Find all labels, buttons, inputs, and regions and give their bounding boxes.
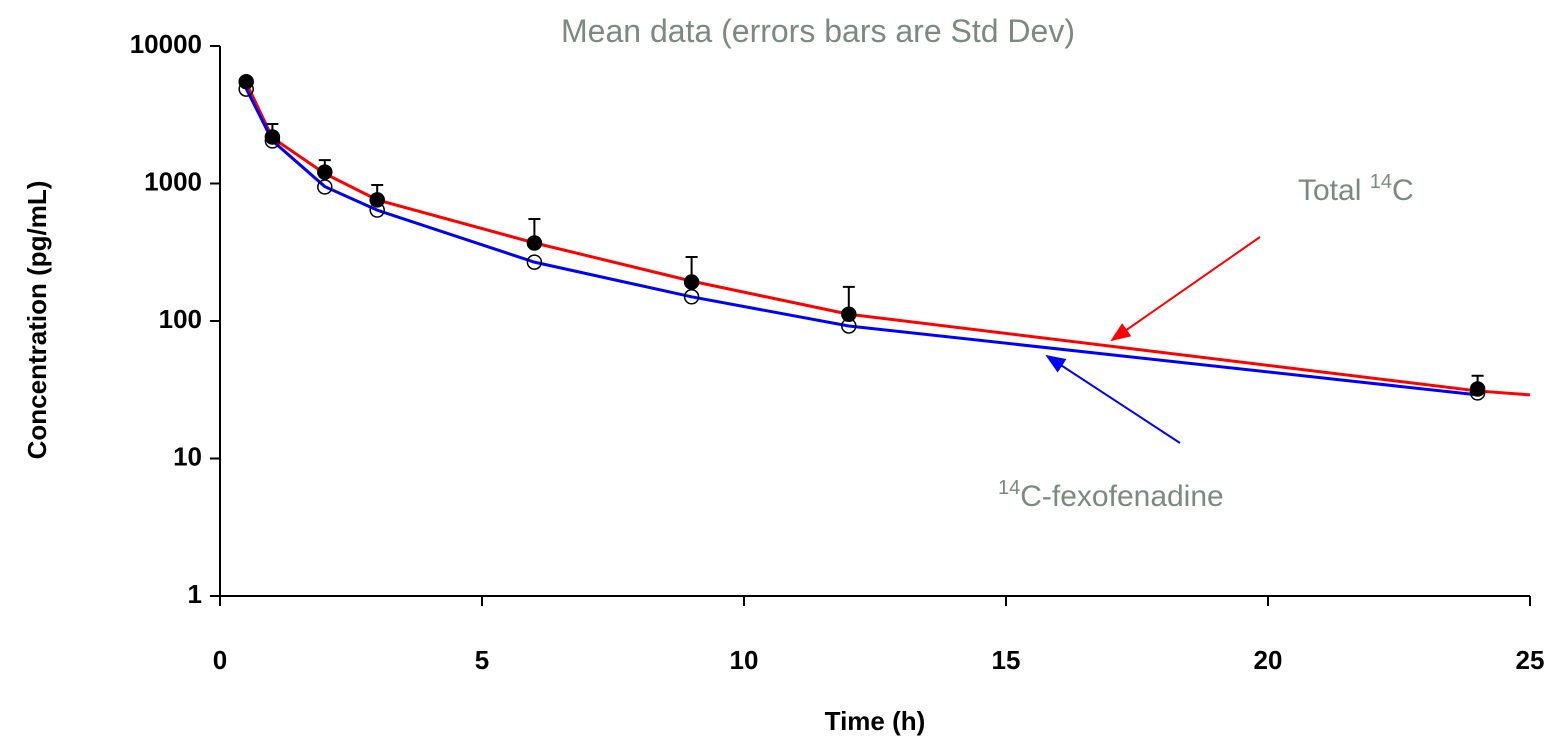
- fit-curve: [244, 82, 1531, 397]
- data-point: [238, 81, 254, 97]
- chart-title: Mean data (errors bars are Std Dev): [561, 13, 1075, 49]
- annotation-text: C-fexofenadine: [1020, 480, 1223, 513]
- data-point: [526, 254, 543, 270]
- fit-curve: [244, 87, 1478, 397]
- annotation-arrow: [1110, 236, 1261, 342]
- y-tick-label: 1000: [144, 166, 202, 196]
- data-point: [841, 306, 857, 322]
- annotation-sup: 14: [998, 477, 1020, 499]
- data-point: [683, 274, 700, 290]
- data-point: [264, 129, 281, 145]
- annotation: Total 14C: [1298, 171, 1414, 207]
- data-point: [1469, 385, 1486, 401]
- x-tick-label: 15: [992, 645, 1021, 675]
- y-axis-label: Concentration (pg/mL): [22, 181, 52, 460]
- x-tick-label: 10: [730, 645, 759, 675]
- y-tick-label: 100: [159, 304, 202, 334]
- annotation: 14C-fexofenadine: [998, 477, 1224, 513]
- data-point: [1469, 381, 1486, 397]
- data-point: [264, 133, 281, 149]
- annotation-arrow: [1045, 354, 1181, 444]
- y-tick-label: 1: [188, 579, 202, 609]
- data-point: [317, 164, 333, 180]
- x-tick-label: 0: [213, 645, 227, 675]
- y-tick-label: 10: [173, 441, 202, 471]
- data-point: [369, 202, 385, 218]
- data-point: [317, 179, 333, 195]
- data-point: [841, 318, 857, 334]
- x-tick-label: 5: [475, 645, 489, 675]
- data-point: [683, 289, 700, 305]
- annotation-text: C: [1392, 174, 1414, 207]
- x-tick-label: 20: [1254, 645, 1283, 675]
- x-tick-label: 25: [1516, 645, 1545, 675]
- y-tick-label: 10000: [130, 29, 202, 59]
- data-point: [526, 235, 543, 251]
- x-axis-label: Time (h): [825, 706, 926, 736]
- annotation-sup: 14: [1370, 171, 1392, 193]
- annotation-text: Total: [1298, 174, 1370, 207]
